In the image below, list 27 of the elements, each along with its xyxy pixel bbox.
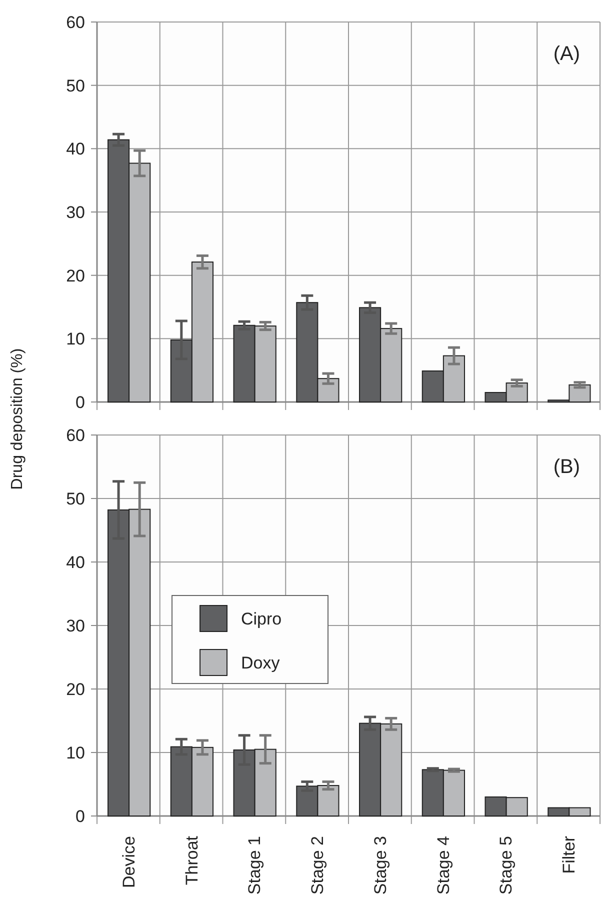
annotation: (B) [553, 456, 580, 478]
y-tick-label: 10 [66, 743, 85, 762]
y-tick-label: 10 [66, 330, 85, 349]
x-tick-label: Throat [182, 836, 202, 886]
y-tick-label: 0 [76, 392, 85, 412]
y-tick-label: 40 [66, 140, 85, 159]
legend-label: Cipro [241, 610, 282, 628]
y-tick-label: 40 [66, 552, 85, 572]
y-tick-label: 30 [66, 202, 85, 222]
y-tick-label: 60 [66, 426, 85, 445]
y-tick-label: 60 [66, 12, 85, 32]
y-tick-label: 30 [66, 616, 85, 636]
y-tick-label: 20 [66, 680, 85, 699]
x-tick-label: Stage 5 [496, 836, 516, 895]
y-tick-label: 50 [66, 76, 85, 96]
x-tick-label: Stage 1 [245, 836, 264, 895]
y-axis-title: Drug deposition (%) [9, 348, 26, 490]
annotation: (A) [553, 43, 580, 65]
x-tick-label: Stage 4 [434, 836, 453, 895]
y-tick-label: 20 [66, 266, 85, 286]
x-tick-label: Device [119, 836, 138, 888]
x-tick-label: Stage 2 [308, 836, 328, 895]
x-tick-label: Stage 3 [370, 836, 390, 895]
x-tick-label: Filter [560, 836, 579, 874]
y-tick-label: 50 [66, 489, 85, 508]
legend-label: Doxy [241, 654, 280, 672]
y-tick-label: 0 [76, 806, 85, 826]
